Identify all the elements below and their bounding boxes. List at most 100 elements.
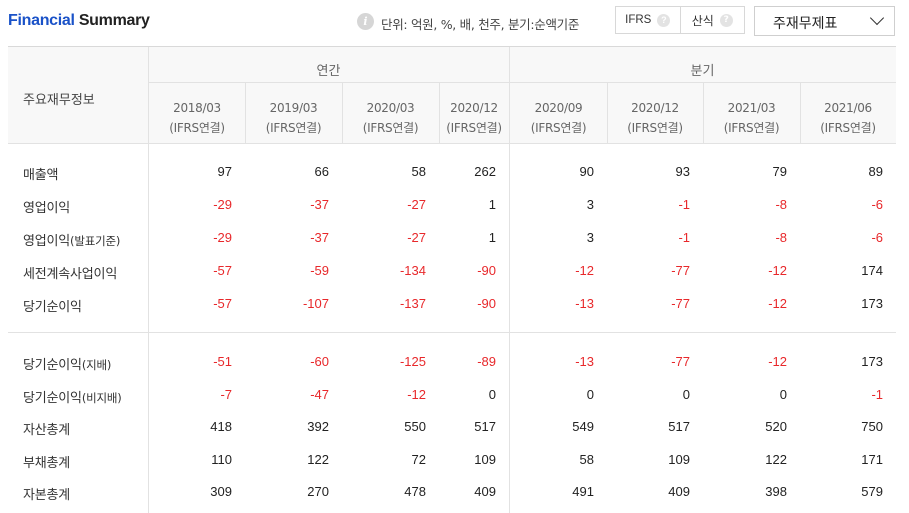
table-cell: 79 — [772, 164, 787, 179]
column-header: 2020/12 (IFRS연결) — [439, 98, 509, 138]
table-cell: -12 — [768, 296, 787, 311]
table-cell: 491 — [572, 484, 594, 499]
column-period: 2020/12 — [450, 101, 498, 115]
column-period: 2020/09 — [534, 101, 583, 115]
table-cell: -77 — [671, 296, 690, 311]
column-header: 2019/03 (IFRS연결) — [245, 98, 342, 138]
summary-row-label: 영업이익(발표기준) — [23, 234, 121, 249]
title-rest: Summary — [78, 12, 150, 29]
column-basis: (IFRS연결) — [627, 121, 683, 135]
table-cell: -59 — [310, 263, 329, 278]
table-cell: 0 — [682, 386, 690, 402]
table-cell: 549 — [572, 419, 594, 434]
table-cell: -1 — [871, 386, 883, 402]
label-column-header: 주요재무정보 — [23, 93, 95, 108]
column-basis: (IFRS연결) — [265, 121, 322, 135]
column-header: 2020/12 (IFRS연결) — [607, 98, 703, 138]
table-cell: -29 — [213, 230, 232, 245]
table-cell: -60 — [310, 354, 329, 369]
column-divider — [245, 82, 246, 143]
detail-row-label: 당기순이익(비지배) — [23, 390, 122, 406]
table-cell: 173 — [861, 296, 883, 311]
detail-row-label: 부채총계 — [23, 455, 71, 471]
table-cell: -12 — [407, 386, 426, 402]
formula-button[interactable]: 산식 ? — [679, 7, 745, 33]
table-cell: -107 — [302, 296, 329, 311]
table-cell: 110 — [211, 451, 232, 467]
table-cell: 89 — [868, 164, 883, 179]
section-divider — [8, 332, 896, 333]
header-divider — [148, 82, 896, 83]
table-cell: 3 — [586, 230, 594, 245]
chevron-down-icon — [869, 10, 885, 26]
page-title: Financial Summary — [8, 12, 150, 30]
summary-row-label: 영업이익 — [23, 201, 71, 216]
question-icon[interactable]: ? — [657, 13, 671, 27]
row-label-sub: (발표기준) — [70, 234, 121, 248]
info-icon[interactable]: i — [357, 13, 374, 30]
ifrs-button[interactable]: IFRS ? — [616, 7, 680, 33]
table-cell: 478 — [404, 484, 426, 499]
table-cell: 1 — [488, 197, 496, 212]
table-cell: 122 — [307, 451, 329, 467]
table-cell: 90 — [579, 164, 594, 179]
column-divider — [800, 82, 801, 143]
column-period: 2021/03 — [727, 101, 776, 115]
table-cell: 122 — [765, 451, 787, 467]
group-quarterly: 분기 — [690, 64, 715, 79]
table-cell: 0 — [586, 386, 594, 402]
table-cell: 171 — [861, 451, 883, 467]
column-period: 2020/12 — [631, 101, 679, 115]
summary-row-label: 세전계속사업이익 — [23, 267, 118, 282]
formula-button-label: 산식 — [691, 13, 714, 28]
table-cell: 3 — [586, 197, 594, 212]
table-cell: 1 — [488, 230, 496, 245]
table-cell: -1 — [678, 230, 690, 245]
table-cell: -134 — [399, 263, 426, 278]
table-cell: 109 — [474, 451, 496, 467]
table-cell: 270 — [307, 484, 329, 499]
table-cell: 309 — [210, 484, 232, 499]
table-header-bg — [8, 47, 896, 143]
table-cell: 109 — [668, 451, 690, 467]
table-cell: 579 — [861, 484, 883, 499]
column-period: 2020/03 — [366, 101, 415, 115]
table-cell: 750 — [861, 419, 883, 434]
column-divider — [607, 82, 608, 143]
column-header: 2020/03 (IFRS연결) — [342, 98, 439, 138]
row-label-sub: (지배) — [81, 358, 112, 372]
table-cell: -37 — [310, 197, 329, 212]
table-cell: -77 — [671, 263, 690, 278]
ifrs-button-label: IFRS — [625, 14, 652, 26]
financial-table: 주요재무정보 연간 분기 2018/03 (IFRS연결) 2019/03 (IFRS… — [8, 46, 896, 513]
table-cell: -12 — [768, 263, 787, 278]
summary-row-label: 매출액 — [23, 168, 59, 183]
financial-summary-header: Financial Summary i 단위: 억원, %, 배, 천주, 분기… — [0, 0, 909, 46]
header-bottom-line — [8, 143, 896, 144]
basis-button-group: IFRS ? 산식 ? — [615, 6, 745, 34]
column-divider — [703, 82, 704, 143]
statement-select[interactable]: 주재무제표 — [754, 6, 895, 36]
column-basis: (IFRS연결) — [820, 121, 876, 135]
table-cell: -90 — [477, 263, 496, 278]
question-icon[interactable]: ? — [719, 13, 733, 27]
column-basis: (IFRS연결) — [530, 121, 587, 135]
column-period: 2019/03 — [269, 101, 318, 115]
table-cell: 517 — [474, 419, 496, 434]
column-basis: (IFRS연결) — [446, 121, 502, 135]
table-cell: -12 — [768, 354, 787, 369]
table-cell: -6 — [871, 230, 883, 245]
table-cell: 262 — [474, 164, 496, 179]
group-annual: 연간 — [316, 64, 341, 79]
column-header: 2020/09 (IFRS연결) — [510, 98, 607, 138]
table-cell: -13 — [575, 354, 594, 369]
table-cell: -1 — [678, 197, 690, 212]
table-cell: -27 — [407, 197, 426, 212]
table-cell: -57 — [213, 263, 232, 278]
summary-row-label: 당기순이익 — [23, 300, 82, 315]
table-cell: 409 — [668, 484, 690, 499]
column-basis: (IFRS연결) — [723, 121, 780, 135]
column-header: 2021/03 (IFRS연결) — [703, 98, 800, 138]
column-divider — [342, 82, 343, 143]
table-cell: 58 — [579, 451, 594, 467]
